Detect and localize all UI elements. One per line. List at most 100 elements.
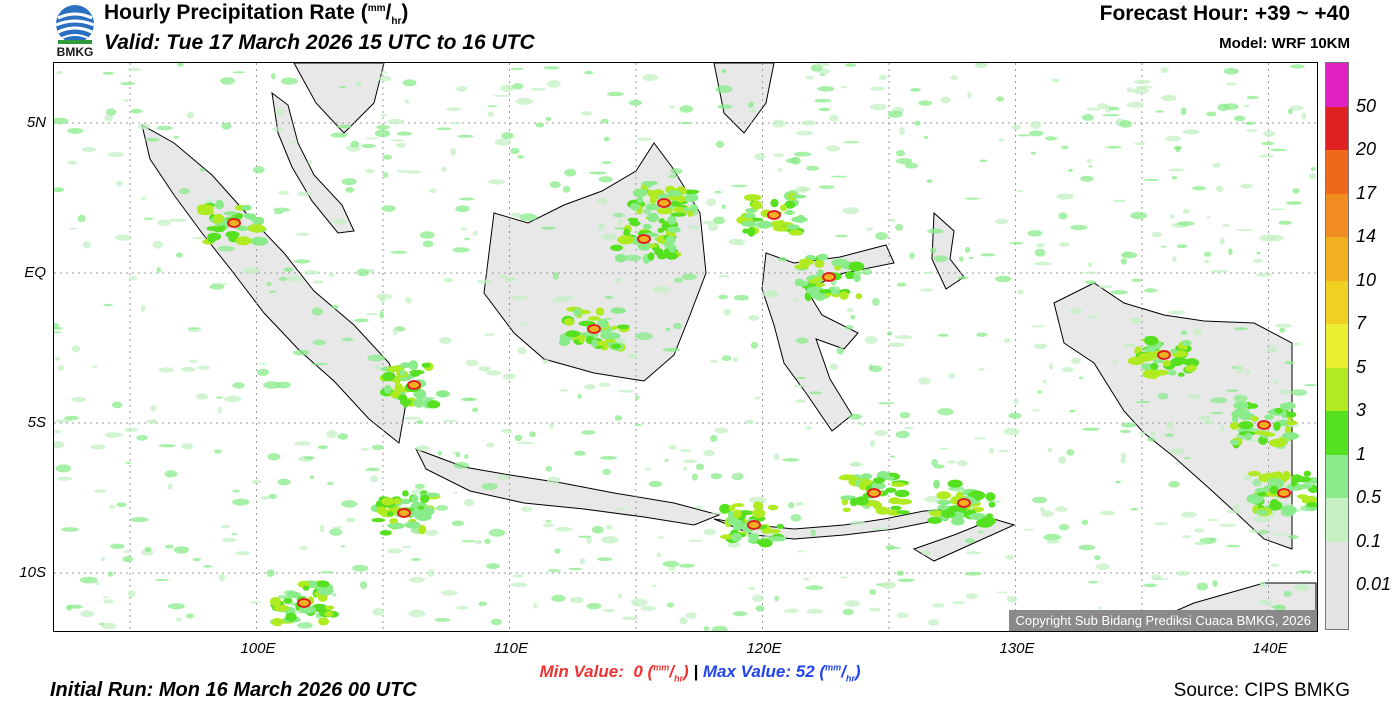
rain-speck <box>372 608 385 616</box>
rain-cell <box>565 330 580 338</box>
rain-speck <box>150 419 157 425</box>
rain-speck <box>721 68 727 74</box>
rain-cell <box>756 220 773 229</box>
rain-speck <box>1014 397 1019 405</box>
rain-speck <box>390 250 408 254</box>
rain-speck <box>889 218 896 223</box>
rain-speck <box>806 608 824 614</box>
rain-speck <box>600 118 609 124</box>
rain-speck <box>1094 555 1101 561</box>
colorbar-label: 0.01 <box>1356 574 1392 595</box>
rain-speck <box>662 347 681 352</box>
rain-speck <box>378 75 392 82</box>
rain-speck <box>754 153 766 161</box>
rain-speck <box>1150 430 1156 437</box>
rain-cell <box>283 597 293 604</box>
rain-speck <box>709 359 718 363</box>
rain-speck <box>1290 389 1308 396</box>
rain-cell <box>791 194 807 199</box>
rain-speck <box>82 241 92 249</box>
rain-speck <box>319 524 325 533</box>
rain-speck <box>1005 554 1015 560</box>
rain-speck <box>602 468 611 475</box>
rain-cell <box>595 307 605 316</box>
rain-speck <box>376 125 390 130</box>
rain-cell <box>855 293 863 300</box>
rain-cell <box>1150 362 1159 371</box>
rain-speck <box>252 166 265 174</box>
rain-speck <box>1171 176 1178 180</box>
rain-speck <box>551 594 566 602</box>
lat-label-5s: 5S <box>27 414 46 431</box>
model-name: Model: WRF 10KM <box>1219 35 1350 52</box>
rain-cell <box>654 189 661 196</box>
rain-cell <box>785 224 800 230</box>
rain-cell <box>747 533 760 539</box>
rain-speck <box>312 280 324 284</box>
rain-speck <box>932 603 945 608</box>
rain-speck <box>688 539 703 543</box>
rain-speck <box>249 601 262 604</box>
rain-speck <box>365 313 379 316</box>
rain-cell <box>273 604 289 612</box>
rain-speck <box>1206 111 1217 117</box>
max-unit-sub: hr <box>845 673 855 684</box>
rain-cell <box>1244 432 1253 441</box>
rain-speck <box>1233 327 1249 331</box>
rain-speck <box>1293 583 1309 592</box>
rain-cell <box>850 498 858 507</box>
rain-speck <box>450 148 456 156</box>
rain-speck <box>101 622 117 630</box>
rain-cell <box>603 332 621 340</box>
rain-speck <box>795 399 807 403</box>
rain-speck <box>950 75 958 81</box>
rain-speck <box>1009 241 1024 245</box>
rain-cell <box>794 264 809 270</box>
rain-speck <box>511 295 529 300</box>
rain-speck <box>606 91 624 97</box>
rain-speck <box>173 135 180 139</box>
rain-speck <box>1236 365 1244 374</box>
lon-label-110e: 110E <box>494 640 528 657</box>
rain-speck <box>460 397 478 402</box>
rain-speck <box>127 67 142 71</box>
rain-speck <box>303 270 320 275</box>
rain-cell <box>250 236 269 246</box>
rain-speck <box>603 136 610 142</box>
rain-cell <box>647 252 655 261</box>
rain-speck <box>1133 142 1146 146</box>
rain-speck <box>578 535 591 538</box>
rain-speck <box>706 198 717 206</box>
rain-cell <box>667 190 682 197</box>
rain-speck <box>293 259 311 264</box>
rain-speck <box>197 365 211 370</box>
rain-speck <box>635 423 642 427</box>
rain-speck <box>793 384 807 388</box>
rain-speck <box>406 170 422 174</box>
rain-cell <box>376 506 387 515</box>
rain-cell <box>767 504 779 511</box>
rain-cell <box>786 209 793 216</box>
rain-speck <box>167 483 173 490</box>
rain-speck <box>586 536 592 544</box>
rain-speck <box>1037 390 1043 394</box>
rain-speck <box>1131 278 1142 282</box>
rain-speck <box>382 172 389 178</box>
rain-speck <box>443 277 454 283</box>
rain-speck <box>1016 134 1031 137</box>
rain-speck <box>71 345 81 353</box>
rain-cell <box>768 536 786 542</box>
rain-speck <box>669 105 675 109</box>
rain-speck <box>141 196 147 200</box>
rain-speck <box>1263 130 1276 137</box>
rain-speck <box>1003 338 1011 343</box>
rain-cell <box>1264 414 1274 420</box>
rain-speck <box>621 213 626 219</box>
rain-speck <box>455 451 461 458</box>
rain-cell <box>595 340 607 347</box>
rain-speck <box>614 278 622 283</box>
rain-speck <box>1259 581 1266 587</box>
rain-cell <box>933 479 940 489</box>
rain-speck <box>713 216 725 225</box>
rain-speck <box>688 225 700 230</box>
